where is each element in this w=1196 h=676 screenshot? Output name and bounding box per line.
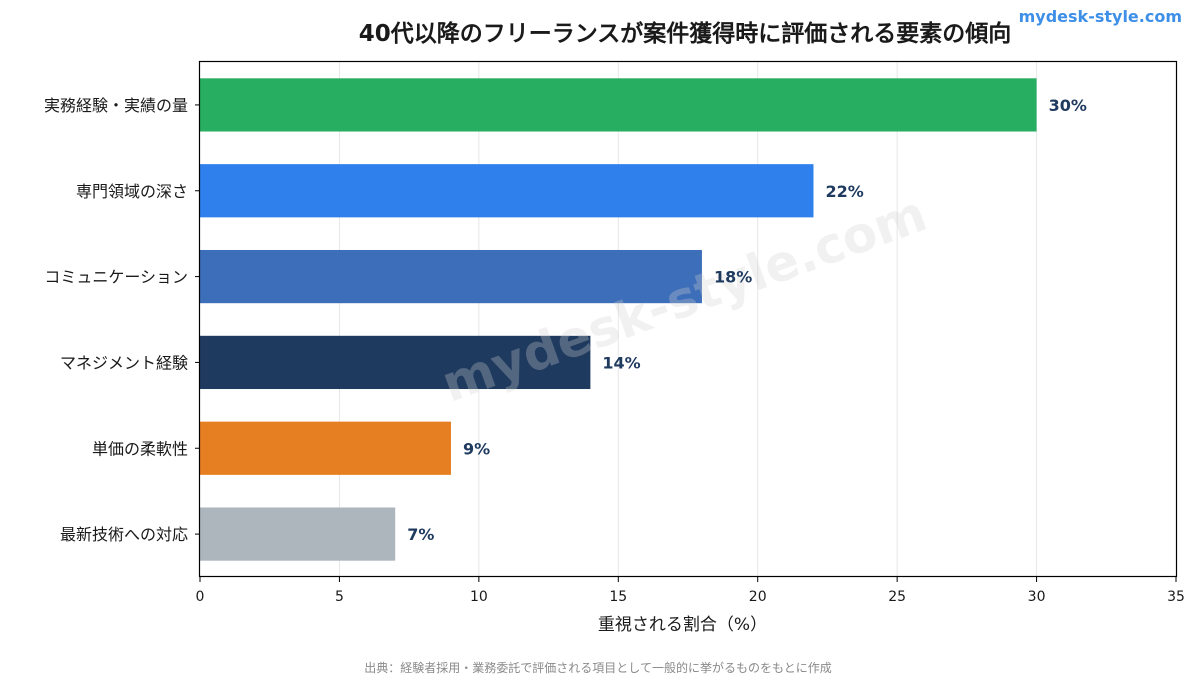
plot-frame [198, 60, 1178, 578]
x-tick-label: 35 [1167, 589, 1185, 605]
axes: 0 5 10 15 20 25 30 35 実務経験・実績の量専門領域の深さコミュニケーションマ… [44, 96, 1185, 605]
category-label: 実務経験・実績の量 [44, 96, 188, 115]
bar-group [200, 78, 1037, 561]
bar [200, 249, 702, 304]
x-tick-label: 15 [609, 589, 627, 605]
x-tick-label: 25 [888, 589, 906, 605]
data-label: 18% [714, 268, 752, 287]
bar [200, 335, 591, 390]
brand-label: mydesk-style.com [1018, 7, 1182, 26]
data-label: 22% [825, 182, 863, 201]
bar [200, 507, 396, 561]
category-label: 最新技術への対応 [60, 525, 188, 544]
x-tick-label: 0 [196, 589, 205, 605]
category-label: 専門領域の深さ [76, 182, 188, 201]
grid-lines [338, 62, 1038, 577]
data-label: 14% [602, 353, 640, 372]
category-label: マネジメント経験 [60, 353, 188, 372]
x-tick-label: 5 [335, 589, 344, 605]
category-label: コミュニケーション [44, 268, 188, 287]
data-label: 9% [463, 439, 490, 458]
bar [200, 164, 814, 218]
data-label: 30% [1049, 96, 1087, 115]
x-tick-label: 30 [1028, 589, 1046, 605]
bar [200, 78, 1037, 132]
x-tick-label: 20 [749, 589, 767, 605]
data-labels: 30% 22% 18% 14% 9% 7% [407, 96, 1087, 544]
x-tick-label: 10 [470, 589, 488, 605]
category-label: 単価の柔軟性 [92, 439, 188, 458]
data-label: 7% [407, 525, 434, 544]
bar [200, 421, 451, 475]
source-note: 出典：経験者採用・業務委託で評価される項目として一般的に挙がるものをもとに作成 [364, 661, 832, 675]
chart-title: 40代以降のフリーランスが案件獲得時に評価される要素の傾向 [358, 21, 1012, 47]
x-axis-title: 重視される割合（%） [597, 615, 768, 635]
